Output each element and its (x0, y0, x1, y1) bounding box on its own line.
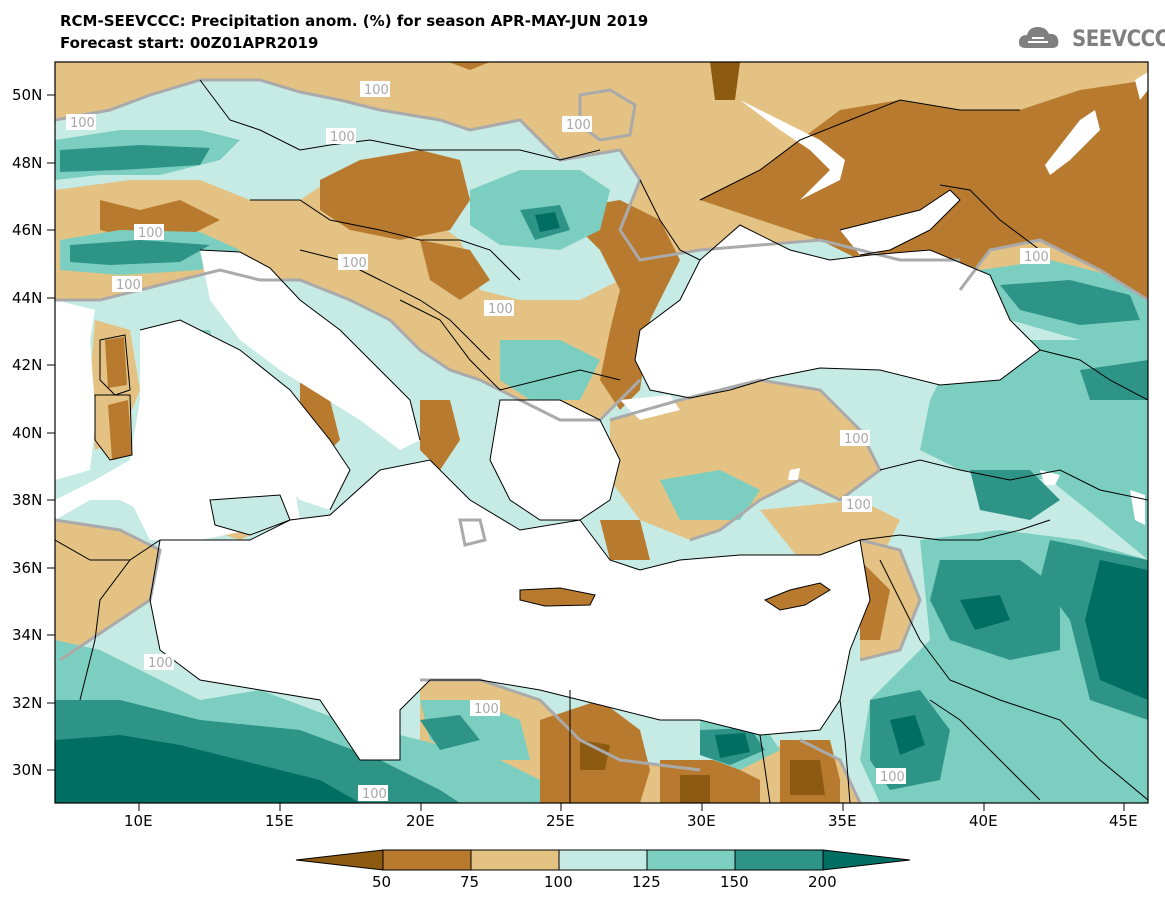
lat-label: 34N (12, 626, 43, 644)
contour-label: 100 (842, 496, 872, 513)
colorbar-bin (646, 849, 736, 871)
svg-text:100: 100 (844, 432, 869, 447)
lat-label: 40N (12, 424, 43, 442)
contour-label: 100 (470, 700, 500, 717)
svg-text:100: 100 (1024, 250, 1049, 265)
svg-text:100: 100 (880, 770, 905, 785)
svg-text:100: 100 (846, 498, 871, 513)
colorbar-bin (822, 849, 911, 871)
colorbar-label: 100 (544, 873, 573, 891)
lon-label: 40E (969, 812, 998, 830)
svg-text:100: 100 (330, 130, 355, 145)
contour-label: 100 (358, 785, 388, 802)
colorbar (295, 849, 911, 871)
svg-text:100: 100 (138, 226, 163, 241)
contour-label: 100 (840, 430, 870, 447)
colorbar-label: 50 (372, 873, 392, 891)
colorbar-label: 200 (808, 873, 837, 891)
lon-label: 20E (406, 812, 435, 830)
lon-ticks (138, 803, 1125, 811)
lon-label: 30E (687, 812, 716, 830)
sea-mask (55, 72, 1148, 760)
contour-label: 100 (876, 768, 906, 785)
lat-label: 50N (12, 86, 43, 104)
lat-label: 38N (12, 491, 43, 509)
svg-text:100: 100 (364, 83, 389, 98)
contour-label: 100 (144, 654, 174, 671)
colorbar-bin (382, 849, 472, 871)
colorbar-label: 75 (460, 873, 480, 891)
contour-label: 100 (1020, 248, 1050, 265)
coastlines-borders (55, 79, 1148, 803)
lon-label: 45E (1109, 812, 1138, 830)
svg-text:100: 100 (116, 278, 141, 293)
colorbar-label: 125 (632, 873, 661, 891)
forecast-start-label: Forecast start: 00Z01APR2019 (60, 34, 319, 52)
contour-label: 100 (134, 224, 164, 241)
lon-label: 25E (546, 812, 575, 830)
lat-label: 32N (12, 694, 43, 712)
contour-label: 100 (484, 300, 514, 317)
islands (95, 335, 830, 610)
lat-label: 36N (12, 559, 43, 577)
lat-label: 42N (12, 356, 43, 374)
seevccc-logo: SEEVCCC (1072, 27, 1165, 52)
colorbar-bin (295, 849, 384, 871)
svg-text:100: 100 (566, 118, 591, 133)
cloud-icon (1018, 27, 1059, 48)
lon-label: 15E (265, 812, 294, 830)
contour-label: 100 (562, 116, 592, 133)
lon-label: 10E (124, 812, 153, 830)
svg-text:100: 100 (474, 702, 499, 717)
contour-label: 100 (112, 276, 142, 293)
lat-label: 44N (12, 289, 43, 307)
lon-label: 35E (828, 812, 857, 830)
anomaly-field: 100 100 100 100 100 100 100 100 100 100 … (55, 62, 1148, 803)
svg-text:100: 100 (362, 787, 387, 802)
lat-label: 48N (12, 154, 43, 172)
svg-text:100: 100 (488, 302, 513, 317)
svg-text:100: 100 (148, 656, 173, 671)
contour-label: 100 (66, 114, 96, 131)
contour-label: 100 (326, 128, 356, 145)
contour-label: 100 (338, 254, 368, 271)
svg-text:100: 100 (342, 256, 367, 271)
map-title: RCM-SEEVCCC: Precipitation anom. (%) for… (60, 12, 649, 30)
lat-label: 30N (12, 761, 43, 779)
lat-label: 46N (12, 221, 43, 239)
contour-label: 100 (360, 81, 390, 98)
anomaly-above-200 (55, 212, 1148, 803)
contour-labels: 100 100 100 100 100 100 100 100 100 100 … (66, 81, 1050, 802)
lat-ticks (47, 94, 55, 771)
colorbar-label: 150 (720, 873, 749, 891)
colorbar-bin (470, 849, 560, 871)
svg-text:100: 100 (70, 116, 95, 131)
anomaly-below-50 (580, 62, 825, 803)
colorbar-bin (558, 849, 648, 871)
colorbar-bin (734, 849, 824, 871)
